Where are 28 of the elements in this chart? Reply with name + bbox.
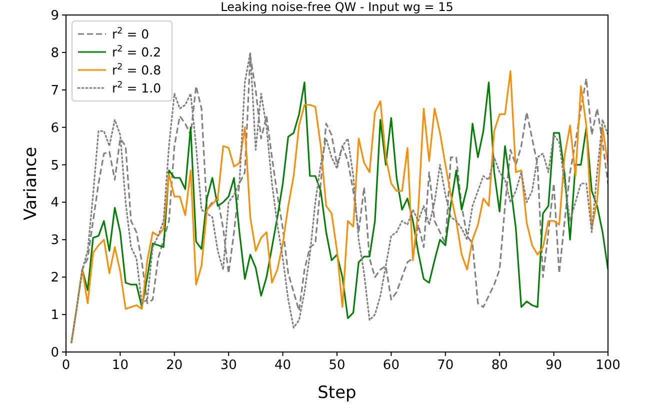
y-tick-label: 6 [50,120,59,136]
x-tick-label: 90 [546,358,562,373]
y-tick-label: 0 [50,346,59,360]
y-tick-label: 5 [50,158,59,174]
x-tick-label: 70 [437,358,454,373]
legend-label: r$^{2}$ = 0 [112,26,150,42]
x-tick-label: 80 [491,358,508,373]
x-tick-label: 40 [274,358,292,373]
chart-title: Leaking noise-free QW - Input wg = 15 [220,0,454,14]
x-tick-label: 0 [62,358,70,373]
y-tick-label: 8 [50,46,59,61]
legend-label: r$^{2}$ = 1.0 [112,80,162,96]
legend-label: r$^{2}$ = 0.2 [112,44,162,60]
y-tick-label: 1 [50,308,59,324]
x-tick-label: 30 [220,358,237,373]
x-tick-label: 20 [166,358,183,373]
y-axis-title: Variance [21,146,41,220]
x-axis-title: Step [318,383,356,403]
x-tick-label: 60 [382,358,400,373]
x-tick-label: 50 [328,358,346,373]
y-tick-label: 3 [50,233,59,248]
y-tick-label: 2 [50,270,59,286]
x-tick-label: 10 [112,358,128,373]
y-tick-label: 9 [50,8,59,24]
y-tick-label: 4 [50,196,59,211]
x-tick-label: 100 [596,358,620,373]
legend-label: r$^{2}$ = 0.8 [112,62,162,78]
y-tick-label: 7 [50,83,59,98]
